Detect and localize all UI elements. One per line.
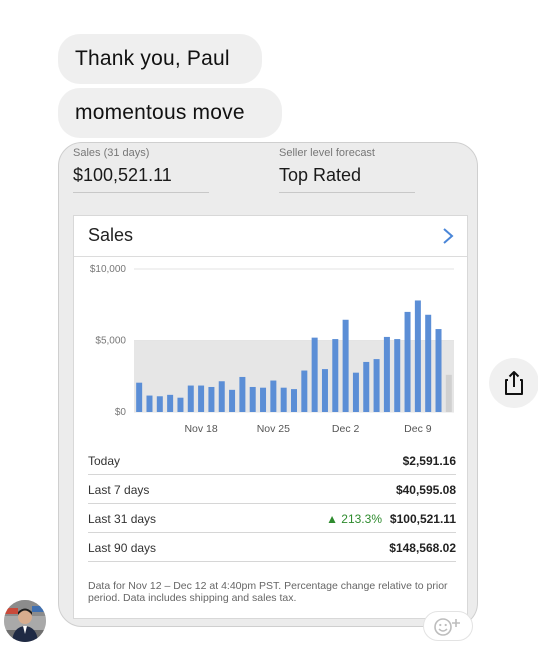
sales-bar (342, 319, 349, 412)
row-value: $2,591.16 (402, 454, 456, 468)
avatar[interactable] (4, 600, 46, 642)
sales-panel-title: Sales (88, 225, 134, 245)
sales-bar (229, 389, 236, 412)
sales-bar (208, 386, 215, 412)
sales-summary-table: Today $2,591.16 Last 7 days $40,595.08 L… (88, 446, 456, 562)
sales-panel-header[interactable]: Sales (74, 216, 467, 257)
message-text: Thank you, Paul (75, 47, 230, 70)
sales-bar (352, 372, 359, 412)
sales-bar (425, 314, 432, 412)
message-bubble[interactable]: Thank you, Paul (58, 34, 262, 84)
row-label: Last 90 days (88, 541, 157, 555)
row-label: Today (88, 454, 121, 468)
sales-bar-chart: $10,000 $5,000 $0 Nov 18 Nov 25 Dec 2 Dec 9 (90, 264, 454, 435)
row-value: $40,595.08 (395, 483, 456, 497)
message-text: momentous move (75, 101, 245, 124)
sales-bar (435, 329, 442, 412)
sales-bar (239, 376, 246, 412)
y-tick-label: $10,000 (90, 264, 127, 275)
sales-bar (177, 397, 184, 412)
sales-bar (249, 386, 256, 412)
divider (73, 192, 209, 193)
share-icon (505, 371, 523, 395)
divider (279, 192, 415, 193)
summary-row-today: Today $2,591.16 (88, 446, 456, 475)
summary-row-90-days: Last 90 days $148,568.02 (88, 533, 456, 562)
percent-change: ▲ 213.3% (326, 512, 382, 526)
chevron-right-icon[interactable] (439, 226, 457, 246)
sales-bar (301, 370, 308, 412)
sales-bar (394, 339, 401, 412)
sales-bar (187, 385, 194, 412)
sales-bar (156, 396, 163, 412)
stat-sales-31-days: Sales (31 days) $100,521.11 (73, 147, 209, 193)
stat-value: Top Rated (279, 165, 362, 185)
person-photo (4, 600, 46, 642)
stat-label: Seller level forecast (279, 147, 375, 159)
sales-bar (311, 337, 318, 412)
message-bubble[interactable]: momentous move (58, 88, 282, 138)
x-tick-label: Nov 18 (184, 423, 217, 435)
sales-bar (321, 369, 328, 412)
add-reaction-button[interactable] (423, 611, 473, 641)
sales-bar (291, 389, 297, 412)
sales-panel: Sales $10,000 $5,000 $0 Nov 18 Nov 25 Dec 2 De… (73, 215, 468, 619)
sales-bar (414, 300, 421, 412)
sales-bar (445, 374, 452, 412)
sales-bar (363, 361, 370, 412)
row-value: $148,568.02 (389, 541, 456, 555)
sales-bar (373, 359, 380, 412)
sales-bar (218, 381, 225, 412)
share-button[interactable] (489, 358, 538, 408)
stat-label: Sales (31 days) (73, 147, 150, 159)
sales-bar (260, 387, 267, 412)
stat-value: $100,521.11 (73, 165, 172, 185)
sales-bar (280, 387, 287, 412)
y-tick-label: $0 (115, 407, 127, 418)
shared-sales-card[interactable]: Sales (31 days) $100,521.11 Seller level… (58, 142, 478, 627)
add-reaction-icon (434, 618, 460, 636)
sales-bar (198, 385, 205, 412)
stat-seller-level: Seller level forecast Top Rated (279, 147, 415, 193)
row-value: $100,521.11 (389, 512, 456, 526)
x-tick-label: Dec 9 (404, 423, 432, 435)
footnote: Data for Nov 12 – Dec 12 at 4:40pm PST. … (88, 580, 448, 604)
y-tick-label: $5,000 (95, 336, 126, 347)
sales-bar (332, 339, 339, 412)
sales-bar (136, 382, 143, 412)
sales-bar (404, 311, 411, 412)
sales-bar (270, 380, 277, 412)
sales-bar (167, 394, 174, 412)
sales-bar (383, 336, 390, 412)
row-label: Last 31 days (88, 512, 157, 526)
x-tick-label: Nov 25 (257, 423, 290, 435)
summary-row-7-days: Last 7 days $40,595.08 (88, 475, 456, 504)
x-tick-label: Dec 2 (332, 423, 360, 435)
summary-row-31-days: Last 31 days ▲ 213.3% $100,521.11 (88, 504, 456, 533)
sales-bar (146, 395, 153, 412)
row-label: Last 7 days (88, 483, 150, 497)
